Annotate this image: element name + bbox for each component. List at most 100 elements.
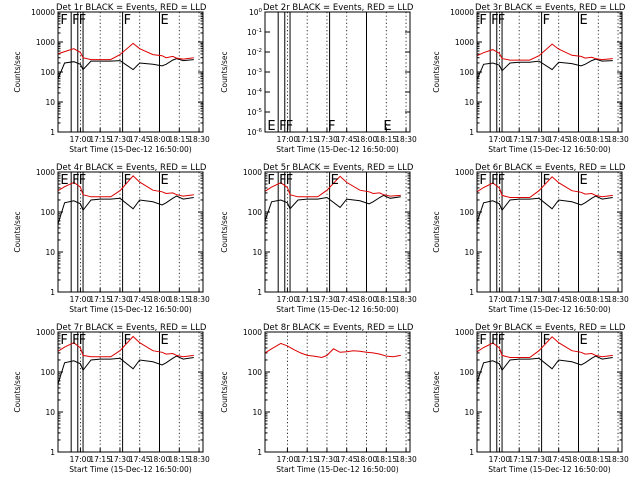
x-tick-label: 18:15 bbox=[168, 295, 190, 304]
y-tick-label: 1000 bbox=[455, 168, 474, 177]
plot-area-frame bbox=[476, 11, 623, 133]
x-tick-label: 18:30 bbox=[395, 455, 417, 464]
flag-label: F bbox=[543, 173, 550, 188]
y-tick-label: 100 bbox=[460, 368, 475, 377]
chart-panel-det-5: Det 5r BLACK = Events, RED = LLD17:0017:… bbox=[220, 163, 417, 314]
chart-panel-det-9: Det 9r BLACK = Events, RED = LLD17:0017:… bbox=[432, 323, 629, 474]
panel-title: Det 1r BLACK = Events, RED = LLD bbox=[56, 3, 207, 13]
y-axis-label: Counts/sec bbox=[220, 211, 229, 252]
x-tick-label: 18:00 bbox=[568, 455, 590, 464]
x-tick-label: 17:15 bbox=[508, 295, 530, 304]
flag-label: F bbox=[479, 13, 486, 28]
flag-label: F bbox=[491, 173, 498, 188]
x-tick-label: 18:30 bbox=[395, 295, 417, 304]
x-axis-label: Start Time (15-Dec-12 16:50:00) bbox=[276, 465, 398, 474]
plot-area-frame bbox=[264, 11, 411, 133]
plot-area-frame bbox=[264, 331, 411, 453]
x-tick-label: 17:30 bbox=[109, 455, 131, 464]
y-tick-label: 100 bbox=[249, 8, 263, 17]
flag-label: F bbox=[286, 119, 293, 134]
y-tick-label: 10 bbox=[464, 98, 474, 107]
y-tick-label: 1 bbox=[257, 288, 262, 297]
panel-title: Det 6r BLACK = Events, RED = LLD bbox=[475, 163, 626, 173]
x-tick-label: 17:00 bbox=[70, 135, 92, 144]
flag-label: E bbox=[161, 333, 169, 348]
flag-label: F bbox=[543, 13, 550, 28]
x-tick-label: 17:30 bbox=[528, 455, 550, 464]
y-tick-label: 10-4 bbox=[247, 88, 263, 97]
y-tick-label: 1 bbox=[50, 448, 55, 457]
flag-label: F bbox=[498, 333, 505, 348]
x-tick-label: 18:15 bbox=[375, 295, 397, 304]
flag-label: F bbox=[491, 13, 498, 28]
x-tick-label: 18:30 bbox=[607, 135, 629, 144]
panel-title: Det 3r BLACK = Events, RED = LLD bbox=[475, 3, 626, 13]
y-tick-label: 1000 bbox=[455, 38, 474, 47]
x-tick-label: 17:30 bbox=[316, 295, 338, 304]
y-axis-label: Counts/sec bbox=[13, 51, 22, 92]
y-tick-label: 1 bbox=[257, 448, 262, 457]
y-tick-label: 1 bbox=[469, 448, 474, 457]
flag-label: F bbox=[72, 13, 79, 28]
flag-label: E bbox=[580, 13, 588, 28]
x-axis-label: Start Time (15-Dec-12 16:50:00) bbox=[69, 465, 191, 474]
y-axis-label: Counts/sec bbox=[13, 211, 22, 252]
y-tick-label: 10 bbox=[45, 408, 55, 417]
flag-label: F bbox=[267, 173, 274, 188]
x-tick-label: 18:00 bbox=[356, 295, 378, 304]
flag-label: F bbox=[72, 173, 79, 188]
series-line-events bbox=[57, 355, 194, 385]
y-tick-label: 10 bbox=[252, 408, 262, 417]
x-tick-label: 18:00 bbox=[149, 455, 171, 464]
x-tick-label: 17:00 bbox=[489, 455, 511, 464]
flag-label: E bbox=[161, 173, 169, 188]
chart-panel-det-3: Det 3r BLACK = Events, RED = LLD17:0017:… bbox=[432, 3, 629, 154]
x-tick-label: 18:15 bbox=[587, 135, 609, 144]
x-tick-label: 18:15 bbox=[168, 455, 190, 464]
panel-title: Det 5r BLACK = Events, RED = LLD bbox=[263, 163, 414, 173]
x-tick-label: 18:15 bbox=[375, 135, 397, 144]
y-tick-label: 1 bbox=[469, 288, 474, 297]
y-tick-label: 10-2 bbox=[247, 48, 262, 57]
y-tick-label: 1 bbox=[469, 128, 474, 137]
plot-area-frame bbox=[476, 331, 623, 453]
y-tick-label: 10 bbox=[45, 98, 55, 107]
x-tick-label: 17:45 bbox=[548, 295, 570, 304]
y-tick-label: 10-6 bbox=[247, 128, 263, 137]
x-tick-label: 17:15 bbox=[296, 455, 318, 464]
flag-label: F bbox=[479, 173, 486, 188]
x-tick-label: 17:15 bbox=[89, 455, 111, 464]
x-tick-label: 17:15 bbox=[89, 295, 111, 304]
x-tick-label: 18:30 bbox=[607, 295, 629, 304]
flag-label: F bbox=[60, 333, 67, 348]
series-line-events bbox=[264, 194, 401, 222]
x-axis-label: Start Time (15-Dec-12 16:50:00) bbox=[488, 465, 610, 474]
y-tick-label: 100 bbox=[41, 208, 56, 217]
chart-panel-det-1: Det 1r BLACK = Events, RED = LLD 17:0017:… bbox=[13, 3, 210, 154]
x-tick-label: 17:30 bbox=[109, 295, 131, 304]
y-tick-label: 1000 bbox=[243, 168, 262, 177]
flag-label: E bbox=[60, 173, 68, 188]
flag-label: F bbox=[279, 173, 286, 188]
series-line-events bbox=[57, 195, 194, 225]
x-axis-label: Start Time (15-Dec-12 16:50:00) bbox=[276, 145, 398, 154]
series-line-lld bbox=[264, 175, 401, 198]
plot-area-frame bbox=[264, 171, 411, 293]
series-line-lld bbox=[57, 175, 194, 198]
x-tick-label: 18:15 bbox=[587, 295, 609, 304]
y-tick-label: 1000 bbox=[243, 328, 262, 337]
series-line-events bbox=[57, 58, 194, 79]
x-tick-label: 17:00 bbox=[489, 295, 511, 304]
plot-area-frame bbox=[57, 171, 204, 293]
flag-label: F bbox=[479, 333, 486, 348]
x-tick-label: 18:15 bbox=[587, 455, 609, 464]
x-tick-label: 17:45 bbox=[336, 295, 358, 304]
flag-label: F bbox=[72, 333, 79, 348]
x-tick-label: 17:45 bbox=[548, 455, 570, 464]
x-tick-label: 17:15 bbox=[89, 135, 111, 144]
series-line-lld bbox=[57, 335, 194, 358]
flag-label: E bbox=[331, 173, 339, 188]
y-axis-label: Counts/sec bbox=[220, 371, 229, 412]
y-axis-label: Counts/sec bbox=[432, 371, 441, 412]
y-tick-label: 1000 bbox=[36, 168, 55, 177]
